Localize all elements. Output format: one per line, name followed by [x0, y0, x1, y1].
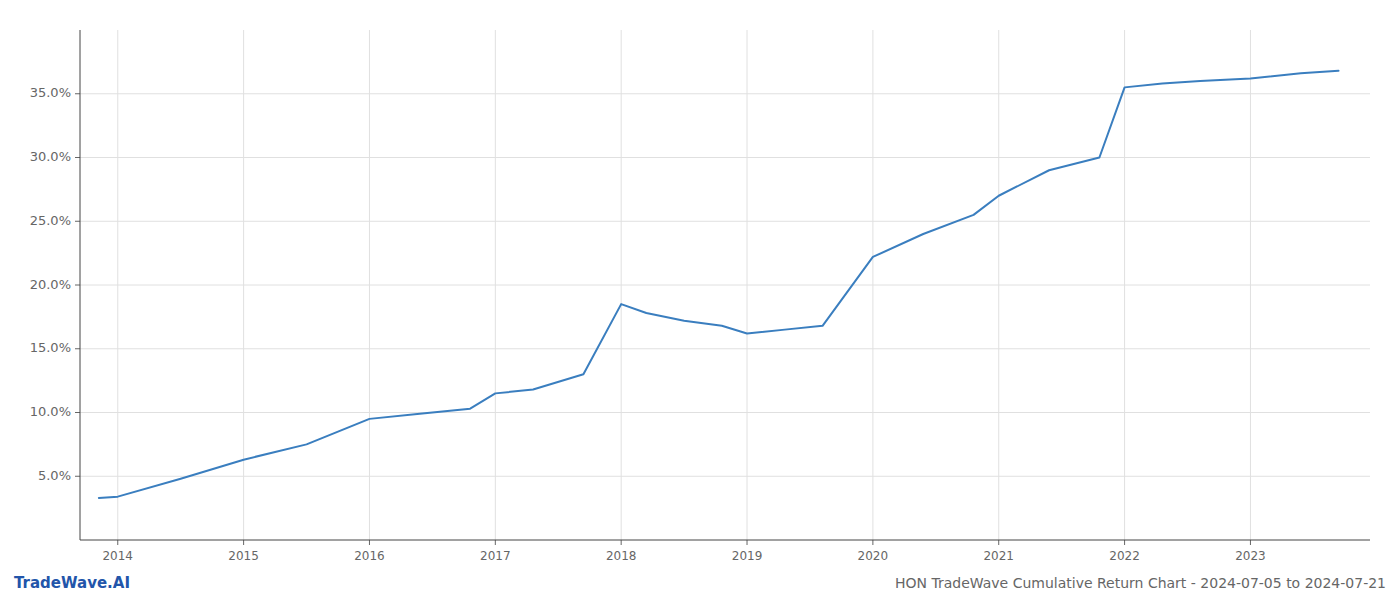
- background: [0, 0, 1400, 600]
- line: [99, 71, 1339, 498]
- grid-line-x: [369, 30, 370, 540]
- grid-line-y: [80, 476, 1370, 477]
- tick-y: [75, 93, 80, 94]
- tick-x: [998, 540, 999, 545]
- grid-line-x: [998, 30, 999, 540]
- grid-line-x: [117, 30, 118, 540]
- tick-y: [75, 285, 80, 286]
- tick-x: [1124, 540, 1125, 545]
- tick-x: [369, 540, 370, 545]
- tick-label-y: 15.0%: [30, 340, 71, 355]
- tick-x: [243, 540, 244, 545]
- tick-label-x: 2019: [732, 549, 763, 563]
- axes: 5.0% 10.0% 15.0% 20.0% 25.0% 30.0% 35.0% 2014 20…: [30, 30, 1370, 563]
- tick-x: [872, 540, 873, 545]
- tick-label-x: 2022: [1109, 549, 1140, 563]
- tick-label-x: 2016: [354, 549, 385, 563]
- chart-container: 5.0% 10.0% 15.0% 20.0% 25.0% 30.0% 35.0% 2014 20…: [0, 0, 1400, 600]
- tick-x: [747, 540, 748, 545]
- tick-label-x: 2017: [480, 549, 511, 563]
- tick-label-y: 5.0%: [38, 468, 71, 483]
- tick-label-x: 2021: [983, 549, 1014, 563]
- tick-label-x: 2023: [1235, 549, 1266, 563]
- tick-label-y: 25.0%: [30, 213, 71, 228]
- title: HON TradeWave Cumulative Return Chart - …: [895, 575, 1386, 591]
- grid-line-x: [1124, 30, 1125, 540]
- tick-y: [75, 412, 80, 413]
- tick-label-x: 2014: [102, 549, 133, 563]
- tick-label-y: 20.0%: [30, 277, 71, 292]
- chart: 5.0% 10.0% 15.0% 20.0% 25.0% 30.0% 35.0% 2014 20…: [0, 0, 1400, 600]
- grid-line-x: [621, 30, 622, 540]
- axis-x: [80, 540, 1370, 541]
- grid-line-y: [80, 348, 1370, 349]
- grid-line-y: [80, 412, 1370, 413]
- plot-area: [99, 71, 1339, 498]
- tick-x: [495, 540, 496, 545]
- tick-x: [621, 540, 622, 545]
- tick-y: [75, 348, 80, 349]
- grid-line-x: [872, 30, 873, 540]
- grid-line-x: [747, 30, 748, 540]
- grid: [80, 30, 1370, 540]
- tick-y: [75, 157, 80, 158]
- grid-line-x: [243, 30, 244, 540]
- tick-label-y: 35.0%: [30, 85, 71, 100]
- tick-label-x: 2018: [606, 549, 637, 563]
- tick-x: [1250, 540, 1251, 545]
- tick-x: [117, 540, 118, 545]
- grid-line-y: [80, 221, 1370, 222]
- watermark: TradeWave.AI: [14, 574, 130, 592]
- grid-line-y: [80, 157, 1370, 158]
- grid-line-y: [80, 285, 1370, 286]
- tick-y: [75, 221, 80, 222]
- tick-label-x: 2015: [228, 549, 259, 563]
- axis-y: [80, 30, 81, 540]
- grid-line-x: [495, 30, 496, 540]
- grid-line-y: [80, 93, 1370, 94]
- tick-label-y: 10.0%: [30, 404, 71, 419]
- tick-label-y: 30.0%: [30, 149, 71, 164]
- grid-line-x: [1250, 30, 1251, 540]
- tick-y: [75, 476, 80, 477]
- tick-label-x: 2020: [858, 549, 889, 563]
